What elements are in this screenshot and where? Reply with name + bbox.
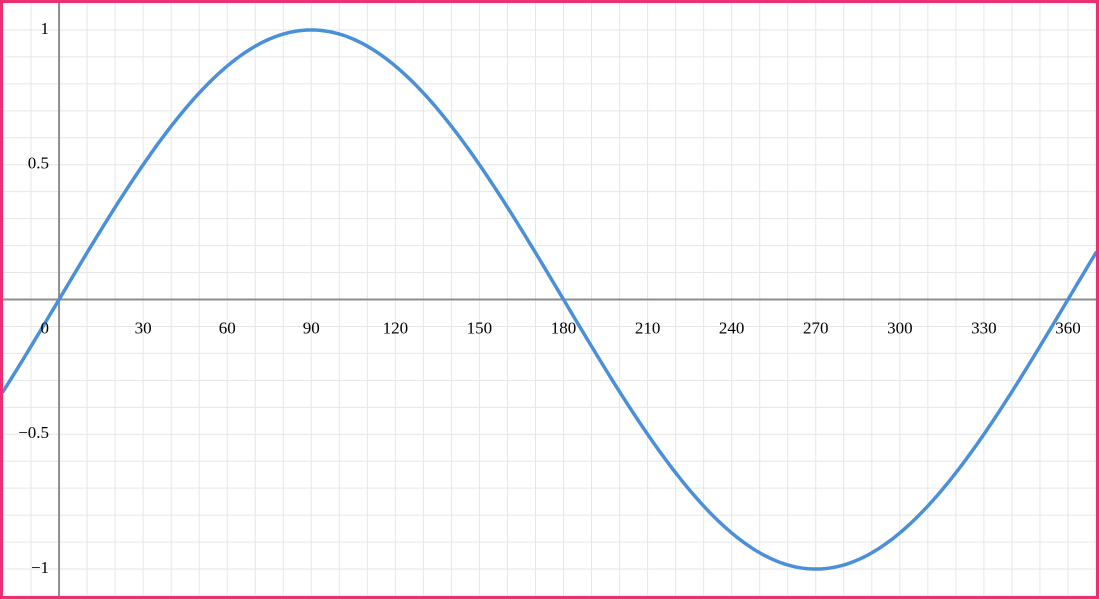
x-tick-label: 0: [41, 319, 50, 338]
x-tick-label: 210: [635, 319, 661, 338]
x-tick-label: 270: [803, 319, 829, 338]
x-tick-label: 90: [303, 319, 320, 338]
x-tick-label: 300: [887, 319, 913, 338]
y-tick-label: 1: [41, 19, 50, 38]
x-tick-label: 360: [1055, 319, 1081, 338]
x-tick-label: 30: [135, 319, 152, 338]
chart-canvas: 0 30 60 90 120 150 180 210 240 270 300 330 360 1 0.5 −0…: [0, 0, 1099, 599]
y-tick-label: −1: [31, 558, 49, 577]
x-tick-label: 180: [551, 319, 577, 338]
x-tick-label: 150: [467, 319, 493, 338]
y-tick-label: −0.5: [18, 423, 49, 442]
x-tick-label: 60: [219, 319, 236, 338]
y-tick-label: 0.5: [28, 154, 49, 173]
x-tick-label: 240: [719, 319, 745, 338]
sine-chart: 0 30 60 90 120 150 180 210 240 270 300 330 360 1 0.5 −0…: [0, 0, 1099, 599]
x-tick-label: 120: [383, 319, 409, 338]
x-tick-label: 330: [971, 319, 997, 338]
